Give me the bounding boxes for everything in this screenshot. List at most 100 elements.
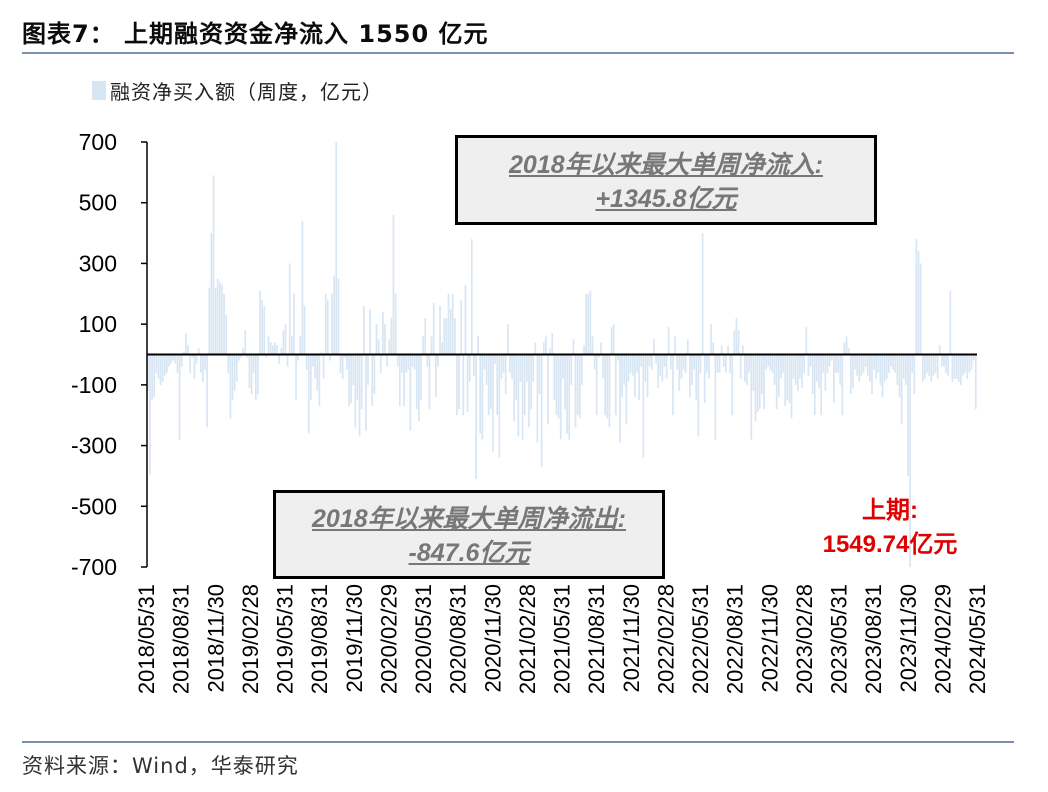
y-tick-label: 300 [79,250,117,276]
bar [877,354,880,373]
bar [176,354,179,373]
bar [608,354,611,428]
bar [547,354,549,425]
bar [718,354,721,373]
max-inflow-label: 2018年以来最大单周净流入: [509,151,823,179]
bar [418,354,420,422]
bar [199,354,202,373]
footer-rule [22,741,1014,743]
bar [612,324,615,355]
bar [379,354,382,373]
bar [949,290,952,355]
bar [182,351,185,355]
bar [545,336,547,355]
bar [157,354,160,379]
bar [564,354,566,410]
bar [763,354,765,410]
bar [204,354,206,370]
bar [712,342,715,355]
bar [470,239,473,355]
bar [691,354,693,385]
bar [261,299,264,355]
bar [731,354,734,416]
bar [659,354,662,376]
bar [589,290,592,355]
bar [377,339,380,355]
bar [549,348,551,355]
bar [676,354,679,370]
latest-period-value: 1549.74亿元 [822,531,958,558]
bar [248,354,251,388]
bar [585,293,587,355]
bar [439,305,441,355]
bar [737,330,740,355]
bar [930,354,933,382]
x-tick-label: 2018/05/31 [134,584,159,694]
bar [477,336,479,355]
bar [869,354,871,382]
bar [151,354,153,401]
bar [845,336,848,355]
bar [456,354,458,416]
bar [191,354,194,358]
bar [642,354,645,458]
bar [911,354,914,373]
bar [244,330,247,355]
bar [716,354,719,373]
x-tick-label: 2020/11/30 [480,584,505,692]
bar [583,345,585,355]
bar [689,354,691,397]
bar [373,354,376,394]
bar [805,327,808,355]
bar [593,354,596,370]
bar [149,354,151,475]
bar [225,315,228,355]
bar [475,354,477,479]
bar [502,354,505,373]
bar [238,354,240,361]
bar [447,293,450,355]
bar [394,293,397,355]
bar [346,354,348,370]
bar [559,354,562,440]
bar [362,305,365,355]
bar [430,336,433,355]
bar [526,354,528,382]
bar [909,354,911,567]
bar [437,354,439,367]
bar [329,354,331,361]
bar [744,354,746,382]
bar [674,336,676,355]
bar [822,354,825,373]
bar [163,354,166,376]
x-tick-label: 2023/02/28 [792,584,817,694]
bar [566,354,568,434]
bar [479,354,482,434]
bar [938,345,941,355]
bar [356,354,359,401]
bar [542,342,545,355]
bar [756,354,759,413]
bar [902,354,905,379]
bar [276,345,278,355]
x-tick-label: 2019/11/30 [342,584,367,692]
bar [854,354,856,370]
bar [572,339,575,355]
bar [860,354,863,376]
bar [610,327,613,355]
bar [826,354,829,373]
bar [686,339,689,355]
bar [555,354,558,416]
bar [765,354,767,370]
bar [314,354,316,379]
bar [562,354,564,379]
bar [631,354,634,376]
bar [434,354,437,397]
bar [957,354,960,382]
bar [888,354,890,373]
bar [828,354,831,367]
bar [849,354,852,394]
bar [426,354,429,367]
bar [600,342,602,355]
bar [858,354,861,382]
